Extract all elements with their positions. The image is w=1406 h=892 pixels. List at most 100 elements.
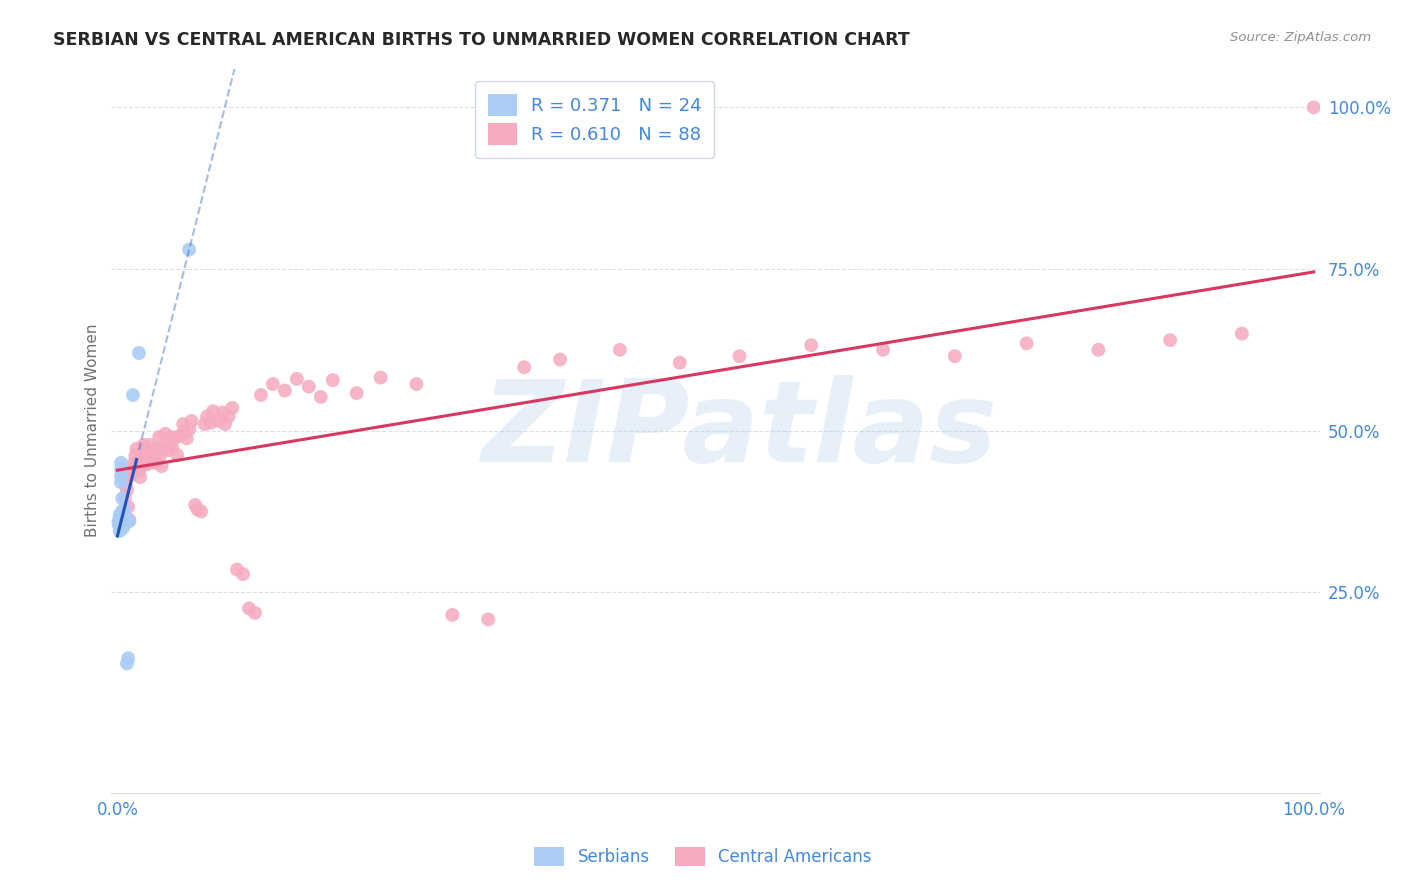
Point bbox=[112, 514, 135, 528]
Point bbox=[668, 356, 690, 370]
Point bbox=[195, 409, 218, 424]
Point bbox=[155, 426, 177, 441]
Legend: Serbians, Central Americans: Serbians, Central Americans bbox=[527, 840, 879, 873]
Point bbox=[145, 456, 167, 470]
Point bbox=[139, 444, 162, 458]
Point bbox=[157, 442, 180, 457]
Text: Source: ZipAtlas.com: Source: ZipAtlas.com bbox=[1230, 31, 1371, 45]
Point bbox=[110, 514, 132, 528]
Point bbox=[148, 430, 170, 444]
Point bbox=[122, 388, 145, 402]
Point bbox=[221, 401, 243, 415]
Point bbox=[609, 343, 631, 357]
Point bbox=[872, 343, 894, 357]
Point bbox=[134, 452, 156, 467]
Point bbox=[107, 517, 129, 532]
Point bbox=[285, 372, 308, 386]
Point bbox=[1230, 326, 1253, 341]
Point bbox=[238, 601, 260, 615]
Point bbox=[136, 457, 159, 471]
Point bbox=[114, 502, 136, 516]
Point bbox=[117, 500, 139, 514]
Point bbox=[108, 511, 131, 525]
Point bbox=[156, 438, 179, 452]
Point bbox=[163, 431, 186, 445]
Point bbox=[118, 513, 141, 527]
Point bbox=[1302, 100, 1324, 114]
Point bbox=[110, 462, 132, 476]
Point bbox=[179, 422, 201, 436]
Point bbox=[110, 468, 132, 483]
Point bbox=[202, 404, 225, 418]
Point bbox=[441, 607, 464, 622]
Point bbox=[728, 349, 751, 363]
Point bbox=[298, 379, 321, 393]
Point bbox=[142, 442, 165, 457]
Point bbox=[138, 448, 160, 462]
Point bbox=[108, 508, 131, 522]
Point bbox=[943, 349, 966, 363]
Point bbox=[194, 417, 217, 431]
Point bbox=[111, 491, 134, 506]
Point bbox=[477, 612, 499, 626]
Point bbox=[166, 448, 188, 462]
Point bbox=[124, 448, 146, 462]
Point bbox=[111, 517, 134, 532]
Text: ZIPatlas: ZIPatlas bbox=[482, 376, 998, 486]
Point bbox=[129, 470, 152, 484]
Point bbox=[211, 405, 233, 419]
Point bbox=[370, 370, 392, 384]
Point bbox=[322, 373, 344, 387]
Point bbox=[172, 417, 194, 431]
Point bbox=[1159, 333, 1181, 347]
Point bbox=[169, 429, 191, 443]
Point bbox=[114, 491, 136, 506]
Point bbox=[800, 338, 823, 352]
Point bbox=[173, 425, 195, 439]
Point bbox=[274, 384, 297, 398]
Point bbox=[309, 390, 332, 404]
Point bbox=[180, 414, 202, 428]
Point bbox=[214, 417, 236, 431]
Point bbox=[112, 520, 135, 534]
Point bbox=[114, 514, 136, 528]
Point bbox=[176, 431, 198, 445]
Point bbox=[162, 442, 184, 456]
Point bbox=[127, 455, 149, 469]
Point bbox=[346, 386, 368, 401]
Point bbox=[110, 456, 132, 470]
Point bbox=[548, 352, 571, 367]
Point bbox=[232, 567, 254, 582]
Point bbox=[135, 442, 157, 457]
Legend: R = 0.371   N = 24, R = 0.610   N = 88: R = 0.371 N = 24, R = 0.610 N = 88 bbox=[475, 81, 714, 158]
Point bbox=[112, 508, 135, 523]
Point bbox=[111, 504, 134, 518]
Point bbox=[179, 243, 201, 257]
Point bbox=[122, 457, 145, 471]
Point bbox=[262, 377, 284, 392]
Point bbox=[200, 416, 222, 430]
Point bbox=[138, 438, 160, 452]
Point bbox=[405, 377, 427, 392]
Point bbox=[112, 508, 135, 522]
Point bbox=[121, 467, 143, 482]
Point bbox=[1015, 336, 1038, 351]
Point bbox=[108, 524, 131, 538]
Point bbox=[187, 502, 209, 516]
Point bbox=[218, 409, 240, 424]
Point bbox=[128, 346, 150, 360]
Point bbox=[190, 504, 212, 518]
Point bbox=[110, 475, 132, 490]
Point bbox=[118, 514, 141, 528]
Point bbox=[226, 563, 249, 577]
Point bbox=[114, 513, 136, 527]
Point bbox=[150, 459, 173, 474]
Point bbox=[143, 448, 166, 462]
Point bbox=[128, 464, 150, 478]
Point bbox=[152, 442, 174, 456]
Point bbox=[117, 651, 139, 665]
Point bbox=[132, 438, 155, 452]
Point bbox=[160, 430, 183, 444]
Point bbox=[120, 464, 142, 478]
Point bbox=[115, 657, 138, 671]
